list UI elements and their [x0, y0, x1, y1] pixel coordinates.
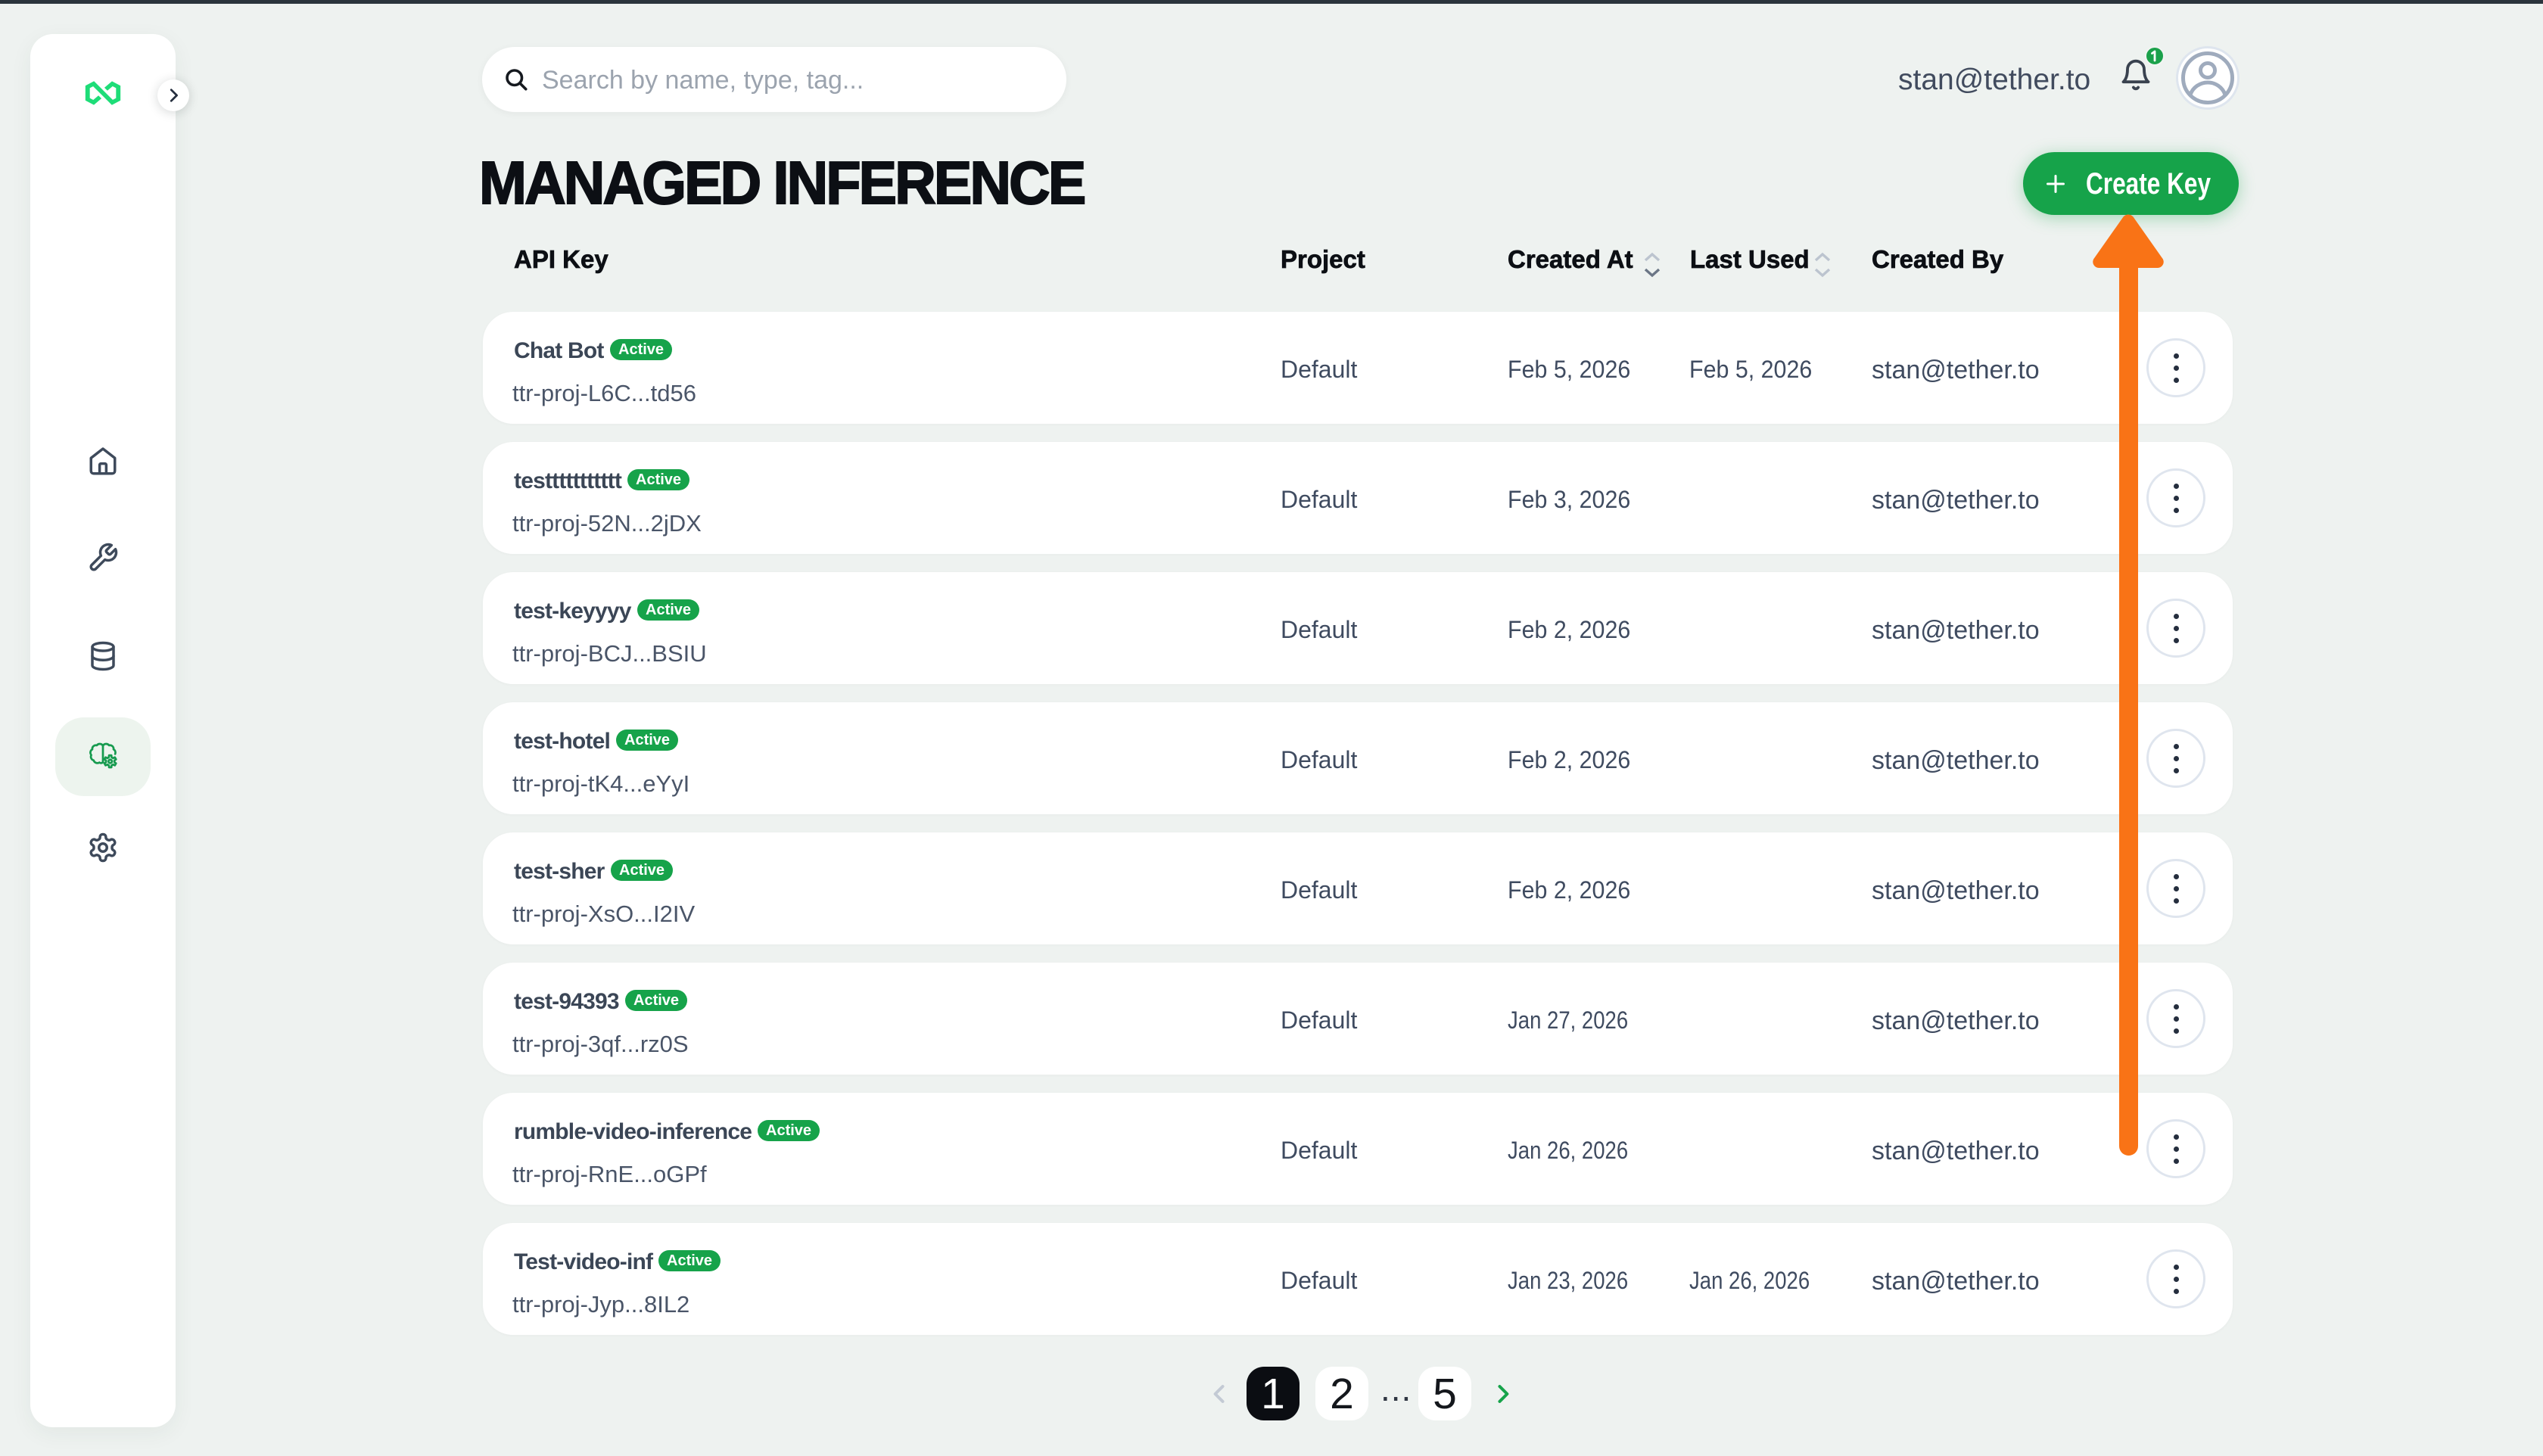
svg-text:Create Key: Create Key — [2086, 166, 2211, 200]
